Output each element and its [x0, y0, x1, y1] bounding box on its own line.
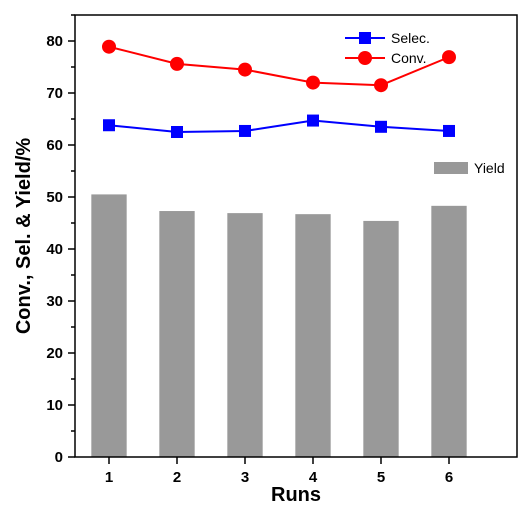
x-tick-label-2: 2 — [173, 469, 181, 486]
selec-point-3 — [239, 124, 251, 137]
conv-point-5 — [374, 78, 388, 93]
selec-line — [108, 119, 450, 134]
bars-layer — [91, 194, 467, 457]
yield-legend-swatch — [434, 162, 468, 174]
selec-point-4 — [307, 114, 319, 127]
yield-bar-5 — [363, 220, 399, 457]
x-tick-label-4: 4 — [309, 469, 318, 486]
x-tick-label-6: 6 — [445, 469, 453, 486]
y-tick-label-60: 60 — [46, 137, 63, 154]
selec-legend-label: Selec. — [391, 30, 430, 46]
conv-point-2 — [170, 56, 184, 71]
yield-bar-1 — [91, 194, 127, 457]
y-axis-title: Conv., Sel. & Yield/% — [13, 138, 35, 335]
conv-point-1 — [102, 39, 116, 54]
conv-legend-marker — [358, 51, 372, 65]
yield-legend-label: Yield — [474, 160, 505, 176]
y-tick-label-30: 30 — [46, 293, 63, 310]
yield-bar-6 — [431, 205, 467, 457]
lines-layer — [102, 39, 456, 138]
yield-bar-3 — [227, 213, 263, 457]
y-tick-label-20: 20 — [46, 345, 63, 362]
conv-point-4 — [306, 75, 320, 90]
plot-frame — [74, 14, 518, 458]
x-tick-label-5: 5 — [377, 469, 385, 486]
selec-point-6 — [443, 124, 455, 137]
legend: Selec. Conv. Yield — [345, 30, 505, 176]
y-tick-label-70: 70 — [46, 85, 63, 102]
conv-point-6 — [442, 50, 456, 65]
conv-legend-label: Conv. — [391, 50, 427, 66]
conv-point-3 — [238, 62, 252, 77]
x-tick-label-1: 1 — [105, 469, 113, 486]
x-tick-label-3: 3 — [241, 469, 249, 486]
axes-layer: 0 10 20 30 40 50 60 70 80 1 2 3 4 5 6 — [46, 14, 518, 486]
selec-point-2 — [171, 126, 183, 138]
y-tick-label-80: 80 — [46, 33, 63, 50]
y-tick-label-40: 40 — [46, 241, 63, 258]
y-tick-label-0: 0 — [55, 449, 63, 466]
selec-point-5 — [375, 120, 387, 133]
x-axis-title: Runs — [271, 484, 321, 506]
conv-line — [108, 45, 450, 87]
y-tick-label-10: 10 — [46, 397, 63, 414]
yield-bar-2 — [159, 211, 195, 457]
y-tick-label-50: 50 — [46, 189, 63, 206]
selec-point-1 — [103, 119, 115, 132]
selec-legend-marker — [359, 32, 371, 44]
yield-bar-4 — [295, 214, 331, 457]
